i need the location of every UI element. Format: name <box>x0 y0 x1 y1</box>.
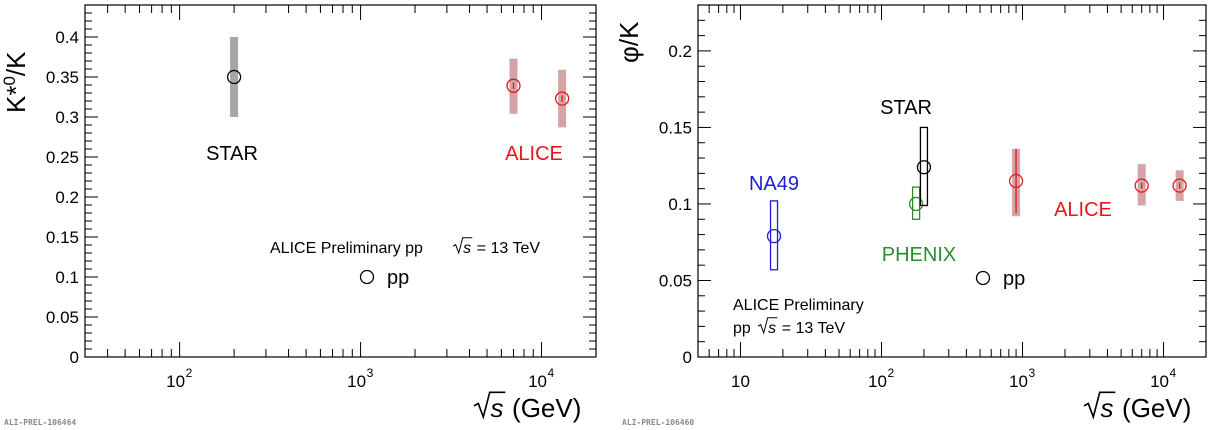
y-axis-label-tail: /K <box>1 51 31 76</box>
watermark-id: ALI-PREL-106460 <box>622 418 694 427</box>
y-axis-label-text: K*0/K <box>0 51 31 113</box>
y-tick-label: 0.3 <box>55 108 79 127</box>
annotation: ALICE Preliminary pp s = 13 TeV <box>270 237 541 257</box>
y-axis-label-text: φ/K <box>614 21 644 63</box>
y-tick-label: 0.2 <box>55 188 79 207</box>
chart-panel-2: 00.050.10.150.210 10 2 10 3 10 4s (GeV)φ/KNA49P… <box>614 4 1207 427</box>
x-tick-exponent: 2 <box>186 366 193 380</box>
legend-label: pp <box>387 267 409 289</box>
x-tick-exponent: 3 <box>367 366 374 380</box>
x-tick-exponent: 4 <box>1170 366 1177 380</box>
x-tick-label: 10 <box>868 372 887 391</box>
legend-label: pp <box>1003 268 1025 290</box>
y-tick-label: 0.05 <box>659 271 692 290</box>
x-tick-exponent: 4 <box>548 366 555 380</box>
x-tick-label: 10 <box>1009 372 1028 391</box>
legend-marker <box>359 269 375 285</box>
y-tick-label: 0.2 <box>668 42 692 61</box>
y-tick-label: 0 <box>683 348 692 367</box>
series-label-star: STAR <box>880 97 932 119</box>
series-alice <box>1008 148 1187 217</box>
data-point <box>1008 173 1024 189</box>
series-star <box>226 37 242 117</box>
chart-panel-1: 00.050.10.150.20.250.30.350.410 2 10 3 10 4s(… <box>0 4 597 427</box>
x-axis-label: s (GeV) <box>473 391 581 423</box>
data-point <box>1134 178 1149 193</box>
data-point <box>766 228 782 244</box>
series-label-alice: ALICE <box>1054 199 1112 221</box>
data-point <box>1172 178 1187 193</box>
annotation-prefix: ALICE Preliminary pp <box>270 240 423 257</box>
syst-box <box>911 186 921 220</box>
y-tick-label: 0.4 <box>55 28 79 47</box>
syst-box <box>769 200 779 271</box>
y-tick-label: 0.05 <box>46 308 79 327</box>
syst-band <box>230 37 239 117</box>
y-tick-label: 0.15 <box>659 118 692 137</box>
annotation-symbol: s <box>463 240 471 257</box>
x-axis-label-symbol: s <box>1100 393 1113 423</box>
x-tick-exponent: 2 <box>887 366 894 380</box>
plot-frame <box>84 4 597 358</box>
series-na49 <box>766 200 782 271</box>
series-label-alice: ALICE <box>505 143 563 165</box>
x-axis-label-radical <box>1083 391 1116 420</box>
data-point <box>908 196 924 212</box>
series-label-na49: NA49 <box>749 173 799 195</box>
x-axis-unit: (GeV) <box>512 393 581 423</box>
syst-box <box>919 126 929 207</box>
y-axis-label-superscript: 0 <box>0 76 19 85</box>
y-axis-label-base: K* <box>1 86 31 113</box>
data-point <box>554 91 570 106</box>
y-tick-label: 0.35 <box>46 68 79 87</box>
y-axis-label: φ/K <box>614 21 644 63</box>
x-tick-label: 10 <box>731 372 750 391</box>
x-axis-label: s (GeV) <box>1083 391 1191 423</box>
y-tick-label: 0 <box>70 348 79 367</box>
x-tick-label: 10 <box>1150 372 1169 391</box>
annotation-suffix: = 13 TeV <box>782 320 846 337</box>
y-tick-label: 0.1 <box>668 195 692 214</box>
data-point <box>226 69 242 85</box>
y-tick-label: 0.15 <box>46 228 79 247</box>
annotation-prefix: pp <box>733 320 751 337</box>
annotation-radical <box>452 237 473 255</box>
x-tick-exponent: 3 <box>1029 366 1036 380</box>
data-point <box>916 160 932 175</box>
y-axis-label: K*0/K <box>0 51 31 113</box>
series-alice <box>506 58 570 128</box>
x-tick-label: 10 <box>347 372 366 391</box>
legend-marker <box>975 270 991 286</box>
series-phenix <box>908 186 924 220</box>
x-axis-label-symbol: s <box>490 393 503 423</box>
series-star <box>916 126 932 207</box>
annotation-line1: ALICE Preliminary <box>733 297 864 314</box>
annotation-symbol: s <box>768 320 776 337</box>
plot-frame <box>697 4 1207 358</box>
legend: pp <box>975 268 1025 290</box>
x-tick-label: 10 <box>528 372 547 391</box>
annotation-suffix: = 13 TeV <box>477 240 541 257</box>
x-axis-label-radical <box>473 391 506 420</box>
x-tick-label: 10 <box>166 372 185 391</box>
annotation-radical <box>757 317 778 335</box>
y-tick-label: 0.1 <box>55 268 79 287</box>
legend: pp <box>359 267 409 289</box>
series-label-star: STAR <box>206 143 258 165</box>
annotation: ALICE Preliminary pp s = 13 TeV <box>733 297 864 337</box>
x-axis-unit: (GeV) <box>1122 393 1191 423</box>
watermark-id: ALI-PREL-106464 <box>4 418 76 427</box>
data-point <box>506 78 521 93</box>
y-tick-label: 0.25 <box>46 148 79 167</box>
series-label-phenix: PHENIX <box>882 244 956 266</box>
